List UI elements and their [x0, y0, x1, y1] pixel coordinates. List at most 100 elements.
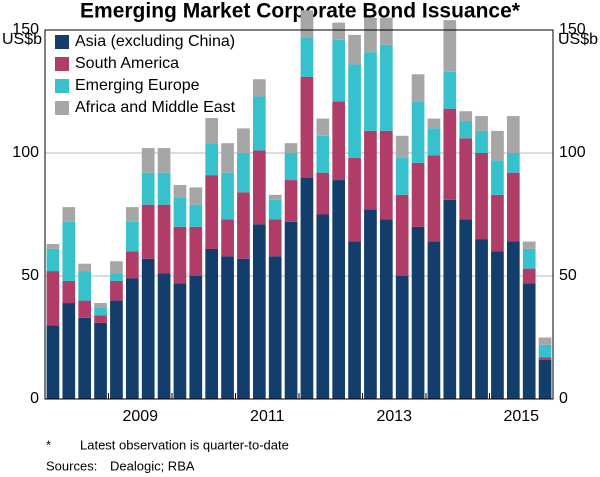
bar-segment	[252, 96, 266, 151]
legend-box	[51, 32, 245, 118]
bar-segment	[110, 300, 123, 399]
bar-segment	[268, 194, 282, 200]
bar-segment	[459, 111, 473, 122]
bar-segment	[300, 177, 314, 399]
bar-segment	[221, 219, 234, 257]
bar-segment	[221, 143, 234, 173]
y2-tick-label: 150	[559, 21, 586, 38]
bar-segment	[395, 135, 409, 158]
bar-segment	[506, 116, 520, 153]
bar-segment	[443, 108, 457, 200]
bar-segment	[395, 276, 409, 399]
bar-segment	[411, 74, 425, 102]
bar-segment	[411, 226, 425, 399]
bar-segment	[94, 322, 107, 399]
bar-segment	[110, 280, 123, 301]
bar-segment	[316, 214, 330, 399]
bar-segment	[94, 303, 107, 308]
bar-segment	[141, 172, 155, 205]
bar-segment	[348, 157, 361, 242]
bar-segment	[237, 192, 250, 259]
bar-segment	[538, 344, 552, 358]
bar-segment	[157, 172, 171, 205]
y2-unit: US$b	[558, 31, 598, 48]
bar-segment	[268, 256, 282, 399]
bar-segment	[443, 71, 457, 109]
y2-tick-label: 0	[559, 390, 568, 407]
bar-segment	[205, 111, 219, 144]
bar-segment	[475, 130, 488, 153]
bar-segment	[364, 209, 377, 399]
y-tick-label: 0	[30, 390, 39, 407]
bar-segment	[538, 337, 552, 345]
bar-segment	[522, 268, 536, 284]
y-tick-label: 50	[21, 267, 39, 284]
legend-label: Emerging Europe	[75, 77, 200, 94]
bar-segment	[395, 157, 409, 195]
bar-segment	[379, 130, 393, 220]
bar-segment	[62, 280, 76, 304]
bar-segment	[252, 150, 266, 225]
bar-segment	[157, 204, 171, 274]
bar-segment	[284, 153, 298, 181]
bar-segment	[538, 357, 552, 360]
bar-segment	[491, 251, 504, 399]
bar-segment	[522, 248, 536, 269]
note-text: Latest observation is quarter-to-date	[80, 437, 289, 452]
sources-label: Sources:	[46, 458, 97, 473]
bar-segment	[522, 283, 536, 399]
bar-segment	[364, 52, 377, 131]
y-tick-label: 150	[12, 21, 39, 38]
bar-segment	[475, 116, 488, 131]
bar-segment	[379, 219, 393, 399]
bar-segment	[173, 197, 187, 227]
bar-segment	[173, 283, 187, 399]
legend-swatch	[55, 79, 69, 93]
bar-segment	[189, 204, 203, 227]
legend-label: Asia (excluding China)	[75, 33, 235, 50]
bar-segment	[427, 241, 441, 399]
bar-segment	[78, 263, 92, 272]
y-unit: US$b	[2, 31, 42, 48]
bar-segment	[395, 194, 409, 276]
bar-segment	[62, 221, 76, 281]
bar-segment	[94, 315, 107, 323]
bar-segment	[78, 317, 92, 399]
chart-title: Emerging Market Corporate Bond Issuance*	[80, 0, 521, 23]
bar-segment	[189, 187, 203, 205]
bar-segment	[332, 180, 346, 399]
bar-segment	[46, 244, 60, 249]
bar-segment	[459, 219, 473, 399]
bar-segment	[364, 17, 377, 53]
bar-segment	[94, 307, 107, 316]
bar-segment	[475, 239, 488, 399]
bar-segment	[411, 162, 425, 227]
bar-segment	[459, 138, 473, 220]
bar-segment	[506, 241, 520, 399]
legend-swatch	[55, 57, 69, 71]
bar-segment	[78, 271, 92, 301]
bar-segment	[78, 300, 92, 318]
bar-segment	[506, 153, 520, 173]
bar-segment	[237, 153, 250, 193]
legend-swatch	[55, 35, 69, 49]
bar-segment	[459, 121, 473, 139]
bar-segment	[125, 207, 139, 222]
bar-segment	[491, 194, 504, 252]
bar-segment	[173, 226, 187, 284]
bar-segment	[427, 118, 441, 129]
bar-segment	[316, 172, 330, 215]
bar-segment	[332, 22, 346, 40]
legend-label: Africa and Middle East	[75, 99, 236, 116]
bar-segment	[141, 148, 155, 173]
bar-segment	[268, 219, 282, 257]
bar-segment	[316, 135, 330, 173]
y-tick-label: 100	[12, 144, 39, 161]
bar-segment	[348, 241, 361, 399]
bar-segment	[46, 325, 60, 399]
bar-segment	[252, 224, 266, 399]
bar-segment	[46, 248, 60, 272]
bar-segment	[506, 172, 520, 242]
x-tick-label: 2011	[250, 408, 285, 425]
